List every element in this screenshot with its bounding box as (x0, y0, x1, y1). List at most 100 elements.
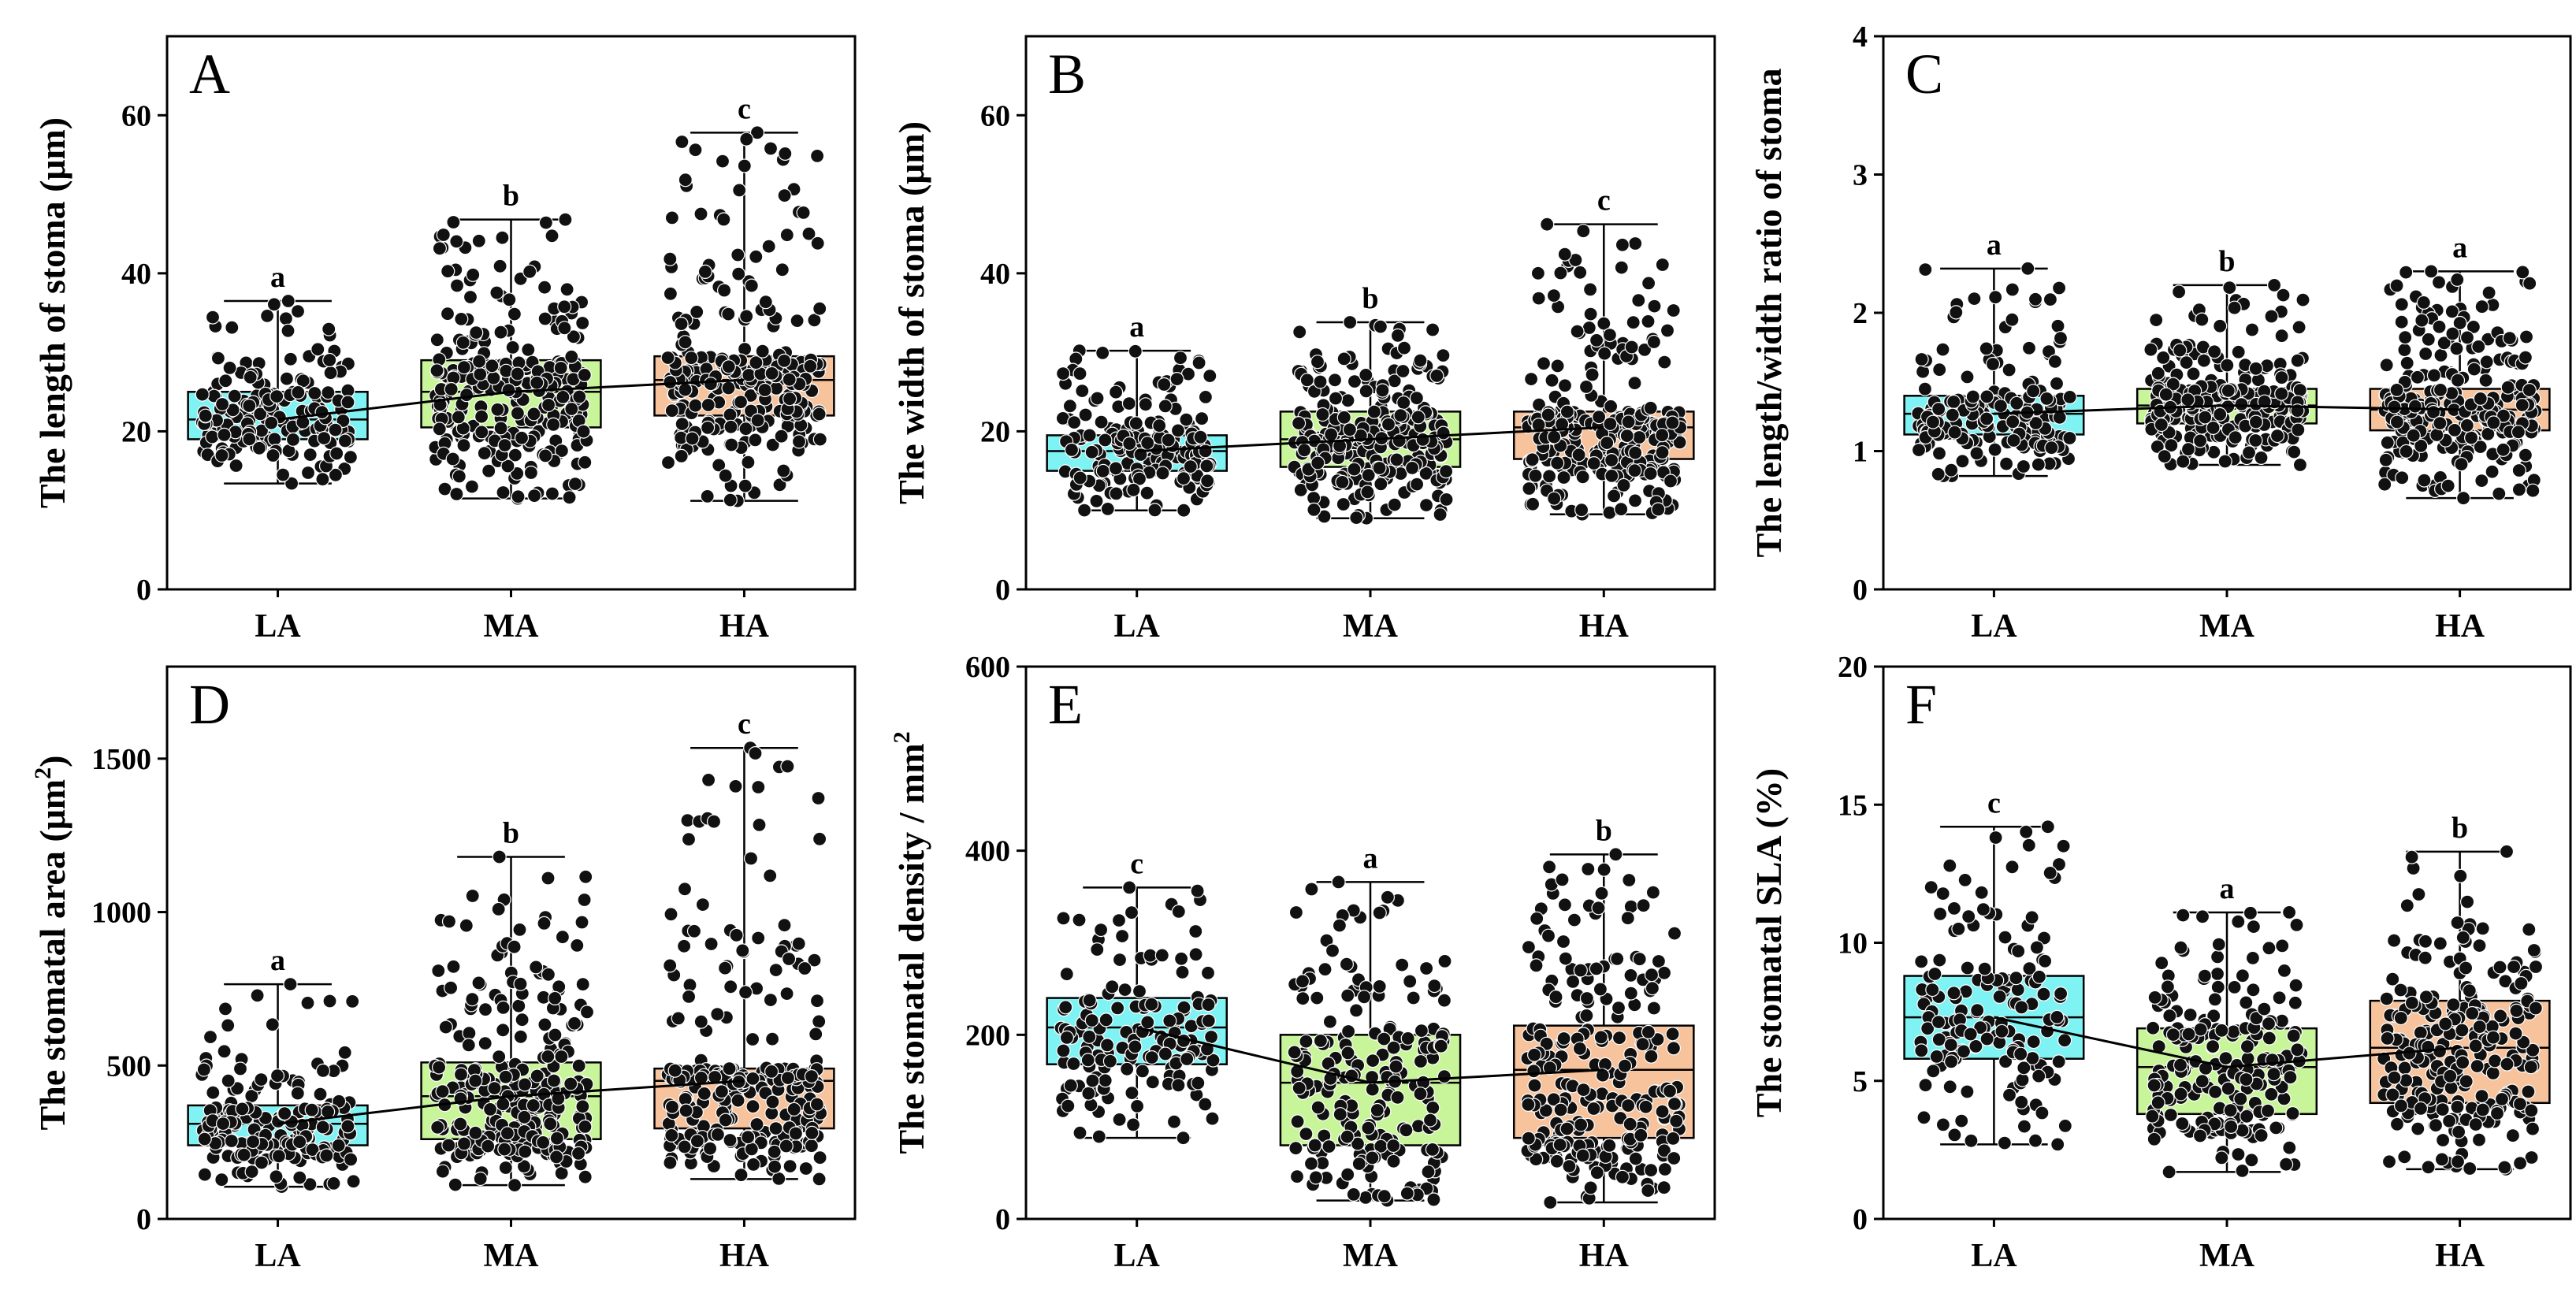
data-point (733, 395, 749, 410)
data-point (2500, 1057, 2515, 1072)
data-point (2492, 960, 2507, 975)
data-point (723, 979, 738, 994)
data-point (2198, 410, 2213, 425)
data-point (675, 416, 690, 432)
data-point (1603, 399, 1619, 414)
data-point (798, 1161, 813, 1176)
data-point (2485, 1065, 2500, 1081)
data-point (435, 1084, 450, 1099)
data-point (571, 1146, 586, 1161)
data-point (526, 488, 542, 503)
data-point (290, 1086, 305, 1101)
data-point (1579, 990, 1595, 1006)
data-point (537, 916, 552, 931)
data-point (2493, 1009, 2508, 1024)
data-point (1541, 860, 1557, 875)
data-point (1411, 410, 1426, 425)
data-point (1128, 344, 1143, 359)
data-point (728, 778, 743, 794)
data-point (2465, 1005, 2480, 1021)
data-point (716, 283, 732, 298)
data-point (1091, 1129, 1106, 1144)
data-point (741, 455, 756, 470)
data-point (1608, 847, 1623, 862)
data-point (478, 1002, 493, 1017)
data-point (1604, 468, 1619, 484)
data-point (2279, 1157, 2294, 1172)
data-point (558, 212, 573, 227)
data-point (2292, 320, 2307, 335)
data-point (1370, 1102, 1385, 1118)
data-point (1418, 466, 1433, 481)
data-point (1575, 470, 1590, 485)
data-point (1343, 314, 1358, 330)
data-point (2518, 350, 2533, 365)
data-point (1628, 445, 1643, 460)
data-point (2240, 1109, 2254, 1124)
data-point (2450, 373, 2466, 388)
data-point (1084, 444, 1099, 459)
data-point (549, 1131, 565, 1146)
data-point (1643, 400, 1658, 415)
data-point (1413, 1087, 1428, 1102)
y-tick-label: 0 (136, 574, 151, 607)
data-point (688, 143, 703, 158)
data-point (2496, 442, 2511, 457)
data-point (1603, 416, 1618, 432)
data-point (1594, 886, 1609, 901)
data-point (1555, 872, 1570, 887)
data-point (660, 455, 676, 470)
data-point (1602, 1138, 1617, 1154)
y-axis-label: The stomatal SLA (%) (1749, 768, 1789, 1117)
data-point (2021, 340, 2037, 355)
panel-letter: F (1905, 673, 1937, 736)
data-point (1317, 509, 1332, 524)
data-point (1176, 503, 1191, 518)
data-point (721, 359, 736, 374)
data-point (250, 988, 265, 1003)
data-point (2525, 1121, 2541, 1136)
data-point (517, 1077, 533, 1092)
data-point (332, 1094, 347, 1109)
data-point (2497, 1160, 2512, 1175)
data-point (543, 1117, 558, 1131)
data-point (1623, 986, 1638, 1001)
data-point (1366, 404, 1382, 419)
data-point (675, 134, 690, 150)
data-point (1114, 928, 1130, 944)
data-point (1546, 288, 1562, 303)
data-point (1183, 459, 1198, 474)
data-point (490, 402, 505, 417)
data-point (1287, 1045, 1302, 1060)
data-point (1544, 373, 1559, 388)
data-point (1409, 477, 1425, 492)
data-point (2380, 435, 2395, 450)
data-point (1947, 425, 1962, 440)
data-point (1550, 455, 1565, 470)
data-point (1998, 930, 2013, 945)
data-point (2488, 1053, 2503, 1068)
data-point (1143, 948, 1158, 963)
data-point (1583, 307, 1598, 321)
data-point (2494, 1091, 2510, 1107)
data-point (767, 1144, 782, 1159)
data-point (722, 1061, 737, 1076)
data-point (1176, 471, 1191, 486)
data-point (1336, 410, 1351, 425)
data-point (303, 447, 318, 463)
y-axis-label-text: The stomatal density / mm (891, 743, 931, 1154)
data-point (474, 409, 489, 424)
data-point (1644, 1163, 1659, 1178)
data-point (1162, 1013, 1177, 1028)
x-tick-label: HA (719, 608, 770, 645)
data-point (1530, 911, 1544, 926)
data-point (1346, 1187, 1361, 1202)
data-point (663, 286, 678, 301)
data-point (1128, 416, 1143, 431)
y-tick-label: 20 (121, 415, 151, 448)
data-point (2416, 295, 2431, 310)
data-point (292, 1135, 307, 1150)
data-point (748, 745, 763, 761)
y-tick-label: 20 (1838, 651, 1868, 684)
data-point (1645, 885, 1660, 900)
